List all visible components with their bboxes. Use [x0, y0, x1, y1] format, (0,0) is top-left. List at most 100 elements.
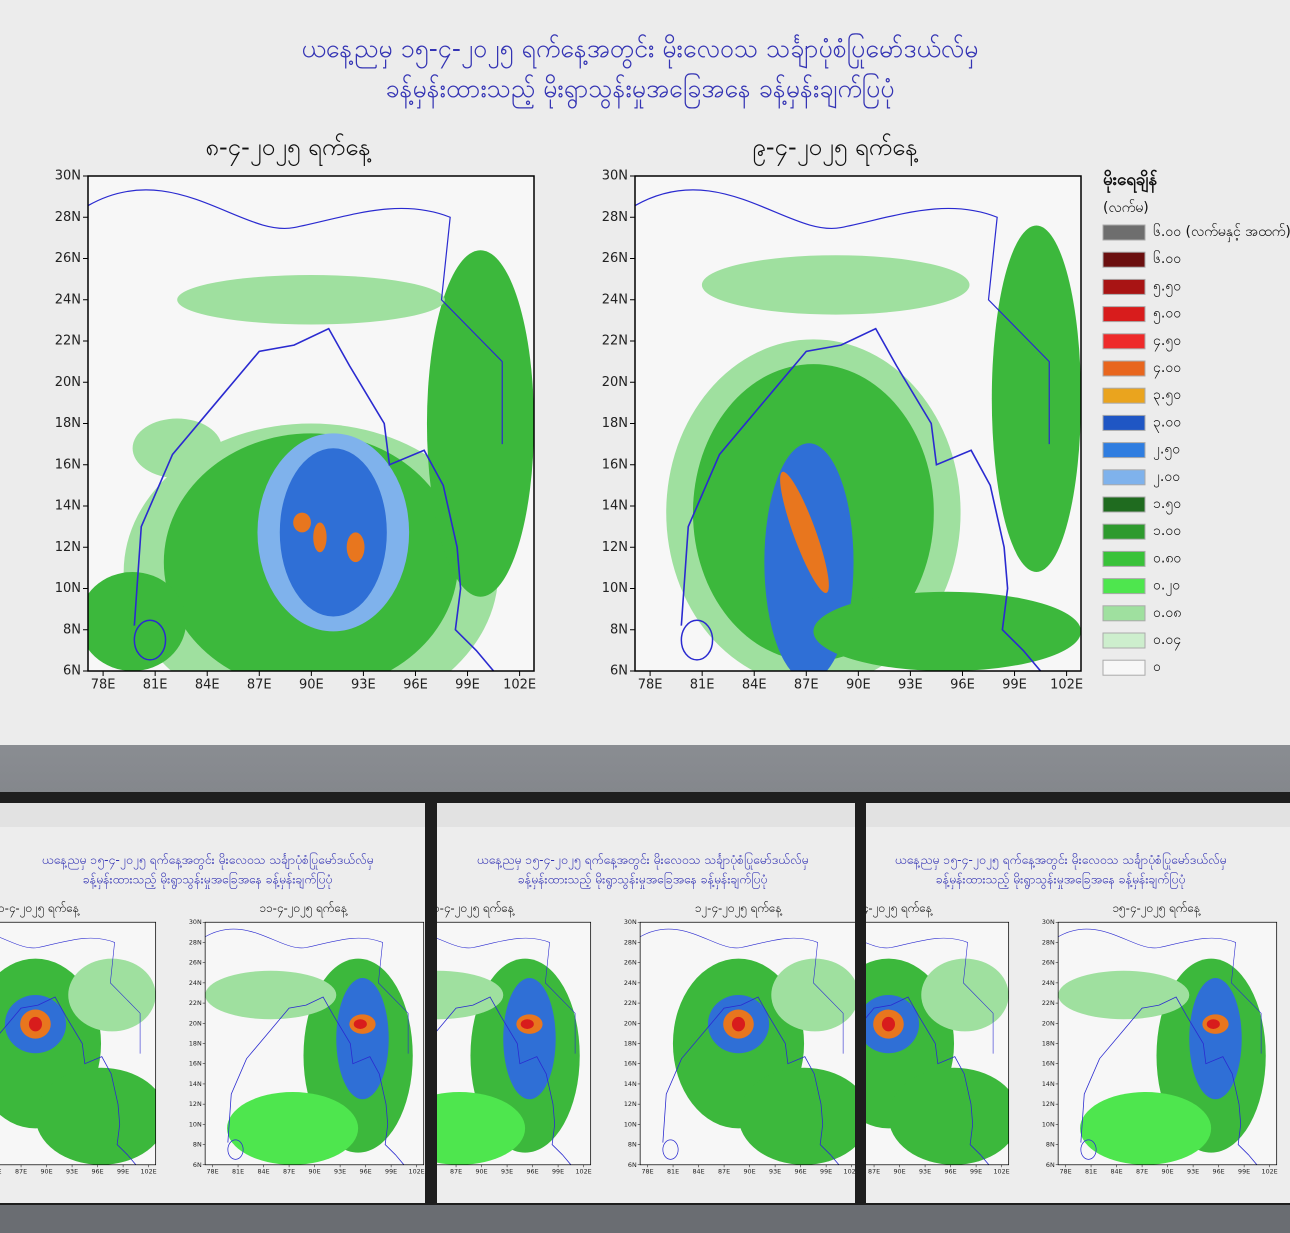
coastline	[866, 996, 990, 1165]
rain-area	[426, 250, 534, 597]
lon-tick-label: 99E	[117, 1168, 129, 1176]
coastline	[133, 327, 495, 671]
sri-lanka	[662, 1139, 679, 1160]
legend-label: ၅.၀၀	[1153, 306, 1181, 324]
map-title: ၁၁-၄-၂၀၂၅ ရက်နေ့	[259, 901, 347, 917]
rain-area	[771, 958, 855, 1032]
lat-tick-label: 30N	[602, 169, 628, 184]
map-title: ၁၄-၄-၂၀၂၅ ရက်နေ့	[844, 901, 932, 917]
lat-tick-label: 28N	[55, 210, 81, 225]
legend-swatch	[1102, 496, 1146, 513]
lon-tick-label: 87E	[1136, 1168, 1148, 1176]
lon-tick-label: 84E	[693, 1168, 705, 1176]
lon-tick-label: 87E	[450, 1168, 462, 1176]
rain-area	[1058, 970, 1190, 1020]
lon-tick-label: 96E	[360, 1168, 372, 1176]
coastline-north	[635, 189, 1050, 445]
lat-tick-label: 12N	[1042, 1100, 1055, 1108]
lon-tick-label: 87E	[15, 1168, 27, 1176]
legend-swatch	[1102, 469, 1146, 486]
lat-tick-label: 30N	[189, 918, 202, 926]
lon-tick-label: 90E	[309, 1168, 321, 1176]
lat-tick-label: 26N	[189, 959, 202, 967]
lat-tick-label: 20N	[624, 1019, 637, 1027]
slide-header	[866, 803, 1290, 827]
map-layers	[640, 928, 855, 1165]
legend-swatch	[1102, 632, 1146, 649]
lat-tick-label: 10N	[624, 1120, 637, 1128]
map-title: ၉-၄-၂၀၂၅ ရက်နေ့	[752, 132, 918, 166]
lat-tick-label: 18N	[624, 1040, 637, 1048]
rain-area	[346, 532, 365, 563]
lat-tick-label: 28N	[602, 210, 628, 225]
legend-label: ၀.၂၀	[1153, 578, 1180, 596]
lon-tick-label: 84E	[195, 678, 220, 693]
legend-swatch	[1102, 550, 1146, 567]
lon-tick-label: 99E	[970, 1168, 982, 1176]
lon-tick-label: 96E	[403, 678, 428, 693]
rain-area	[520, 1019, 534, 1029]
rain-area	[227, 1092, 359, 1165]
legend-swatch	[1102, 387, 1146, 404]
lat-tick-label: 6N	[1046, 1161, 1055, 1169]
lon-tick-label: 87E	[247, 678, 272, 693]
rain-area	[437, 970, 504, 1020]
legend-unit: (လက်မ)	[1103, 200, 1149, 216]
legend-swatch	[1102, 442, 1146, 459]
legend-swatch	[1102, 360, 1146, 377]
lat-tick-label: 26N	[624, 959, 637, 967]
forecast-page: ယနေ့ညမှ ၁၅-၄-၂၀၂၅ ရက်နေ့အတွင်း မိုးလေဝသ …	[437, 851, 855, 1176]
legend-label: ၁.၀၀	[1153, 523, 1181, 539]
map-layers	[866, 937, 1009, 1165]
rain-area	[881, 1016, 896, 1032]
coastline-north	[640, 928, 844, 1054]
rain-area	[279, 448, 387, 617]
map-layers	[1058, 928, 1266, 1165]
lat-tick-label: 18N	[602, 416, 628, 431]
lon-tick-label: 99E	[1002, 678, 1027, 693]
lon-tick-label: 81E	[667, 1168, 679, 1176]
lat-tick-label: 6N	[63, 664, 81, 679]
lat-tick-label: 24N	[55, 292, 81, 307]
lat-tick-label: 16N	[55, 457, 81, 472]
lat-tick-label: 6N	[610, 664, 628, 679]
lon-tick-label: 81E	[1085, 1168, 1097, 1176]
lat-tick-label: 16N	[602, 457, 628, 472]
lon-tick-label: 93E	[334, 1168, 346, 1176]
slide-thumbnail: ယနေ့ညမှ ၁၅-၄-၂၀၂၅ ရက်နေ့အတွင်း မိုးလေဝသ …	[844, 803, 1290, 1203]
legend-label: ၀	[1153, 659, 1161, 675]
legend-swatch	[1102, 659, 1146, 676]
rain-area	[780, 471, 829, 593]
rain-area	[1080, 1092, 1212, 1165]
lat-tick-label: 10N	[55, 581, 81, 596]
lon-tick-label: 102E	[994, 1168, 1010, 1176]
lat-tick-label: 20N	[189, 1019, 202, 1027]
lat-tick-label: 14N	[602, 499, 628, 514]
lon-tick-label: 90E	[299, 678, 324, 693]
lat-tick-label: 6N	[628, 1161, 637, 1169]
legend-swatch	[1102, 306, 1146, 323]
rain-area	[731, 1016, 746, 1032]
map-layers	[205, 928, 413, 1165]
sri-lanka	[133, 619, 167, 661]
lon-tick-label: 102E	[503, 678, 536, 693]
lon-tick-label: 93E	[351, 678, 376, 693]
lat-tick-label: 10N	[1042, 1120, 1055, 1128]
lat-tick-label: 14N	[624, 1080, 637, 1088]
rain-area	[205, 970, 337, 1020]
lat-tick-label: 14N	[189, 1080, 202, 1088]
lon-tick-label: 99E	[385, 1168, 397, 1176]
lat-tick-label: 12N	[602, 540, 628, 555]
page-title: ခန့်မှန်းထားသည့် မိုးရွာသွန်းမှုအခြေအနေ …	[83, 871, 332, 890]
rain-area	[28, 1016, 43, 1032]
rain-area	[1206, 1019, 1220, 1029]
lat-tick-label: 8N	[63, 622, 81, 637]
lon-tick-label: 81E	[232, 1168, 244, 1176]
page-title: ခန့်မှန်းထားသည့် မိုးရွာသွန်းမှုအခြေအနေ …	[518, 871, 767, 890]
lon-tick-label: 78E	[638, 678, 663, 693]
legend-label: ၆.၀၀	[1153, 251, 1181, 267]
lat-tick-label: 18N	[189, 1040, 202, 1048]
coastline	[662, 996, 840, 1165]
coastline	[680, 327, 1042, 671]
forecast-page: ယနေ့ညမှ ၁၅-၄-၂၀၂၅ ရက်နေ့အတွင်း မိုးလေဝသ …	[0, 851, 425, 1176]
